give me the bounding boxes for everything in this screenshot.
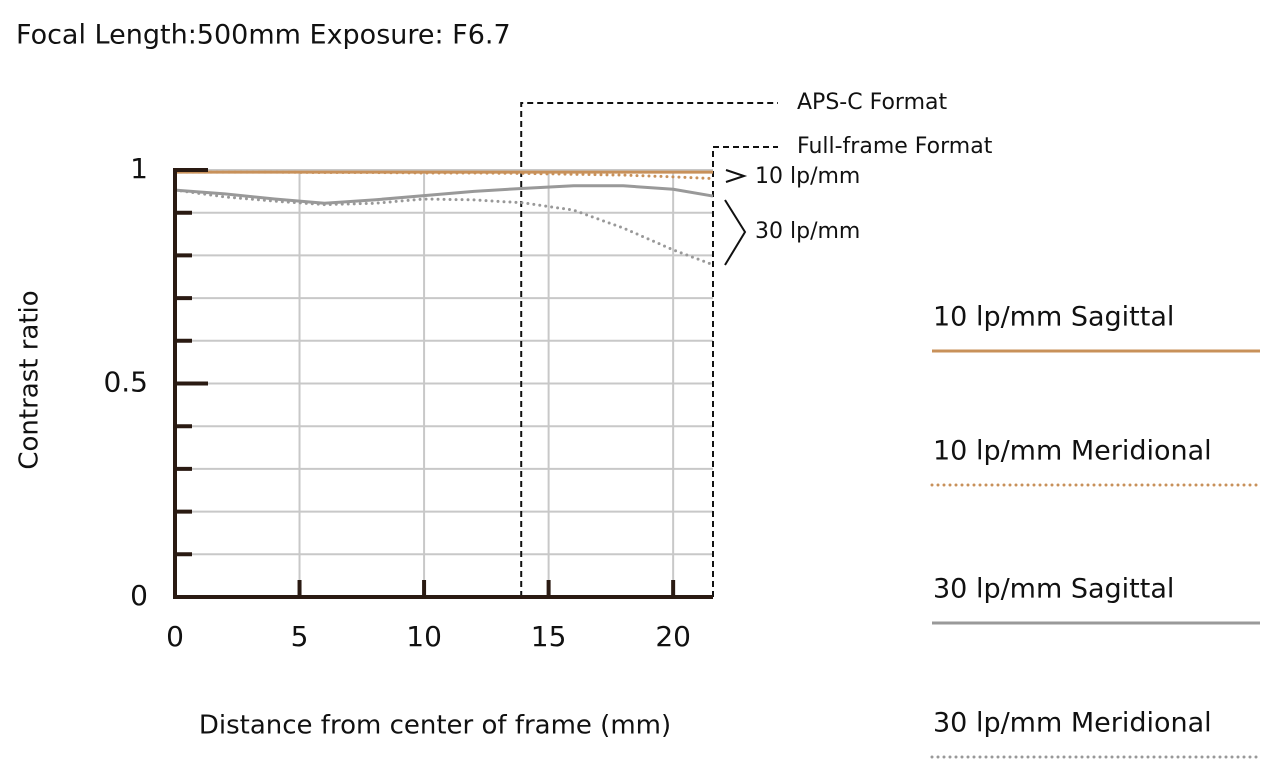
- format-label: Full-frame Format: [797, 134, 993, 159]
- y-tick-label: 0: [130, 579, 148, 612]
- y-axis-label: Contrast ratio: [15, 290, 45, 469]
- x-axis-label: Distance from center of frame (mm): [199, 711, 671, 741]
- annotation: 10 lp/mm: [755, 164, 860, 189]
- x-tick-label: 5: [291, 620, 309, 653]
- legend-label: 30 lp/mm Meridional: [933, 708, 1212, 739]
- x-tick-label: 0: [166, 620, 184, 653]
- format-line: [712, 146, 778, 597]
- annotation: 30 lp/mm: [755, 219, 860, 244]
- x-tick-label: 15: [531, 620, 567, 653]
- series-line: [173, 170, 715, 181]
- series-line: [174, 184, 714, 205]
- x-tick-label: 10: [406, 620, 442, 653]
- chart-title: Focal Length:500mm Exposure: F6.7: [16, 20, 511, 51]
- bracket: [724, 199, 747, 266]
- legend-label: 30 lp/mm Sagittal: [933, 574, 1174, 605]
- format-line: [520, 102, 778, 597]
- format-label: APS-C Format: [797, 90, 947, 115]
- x-tick-label: 20: [655, 620, 691, 653]
- legend-label: 10 lp/mm Sagittal: [933, 302, 1174, 333]
- bracket: [725, 169, 748, 183]
- series-line: [173, 188, 715, 267]
- y-tick-label: 1: [130, 152, 148, 185]
- y-tick-label: 0.5: [103, 366, 148, 399]
- legend-label: 10 lp/mm Meridional: [933, 436, 1212, 467]
